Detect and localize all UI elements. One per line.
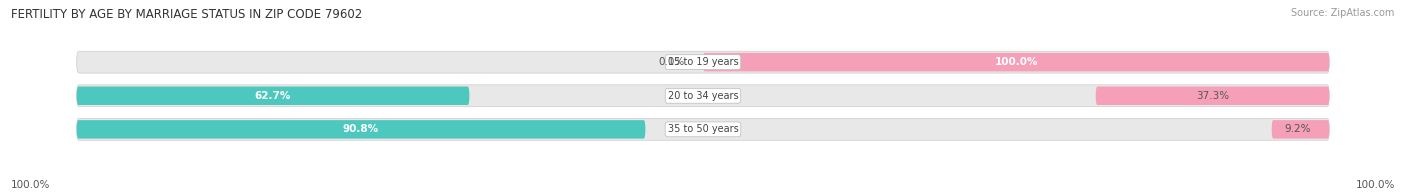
FancyBboxPatch shape [77, 51, 1329, 73]
Text: 9.2%: 9.2% [1284, 124, 1310, 134]
Text: 35 to 50 years: 35 to 50 years [668, 124, 738, 134]
Text: FERTILITY BY AGE BY MARRIAGE STATUS IN ZIP CODE 79602: FERTILITY BY AGE BY MARRIAGE STATUS IN Z… [11, 8, 363, 21]
FancyBboxPatch shape [77, 118, 1329, 140]
FancyBboxPatch shape [77, 86, 470, 105]
Text: 0.0%: 0.0% [658, 57, 685, 67]
Text: 62.7%: 62.7% [254, 91, 291, 101]
FancyBboxPatch shape [703, 53, 1329, 71]
Text: 20 to 34 years: 20 to 34 years [668, 91, 738, 101]
Text: 37.3%: 37.3% [1197, 91, 1229, 101]
Text: 100.0%: 100.0% [11, 180, 51, 190]
Text: 90.8%: 90.8% [343, 124, 380, 134]
Text: 100.0%: 100.0% [994, 57, 1038, 67]
Text: Source: ZipAtlas.com: Source: ZipAtlas.com [1291, 8, 1395, 18]
FancyBboxPatch shape [1271, 120, 1329, 139]
Text: 100.0%: 100.0% [1355, 180, 1395, 190]
FancyBboxPatch shape [1095, 86, 1329, 105]
Text: 15 to 19 years: 15 to 19 years [668, 57, 738, 67]
FancyBboxPatch shape [77, 85, 1329, 107]
FancyBboxPatch shape [77, 120, 645, 139]
